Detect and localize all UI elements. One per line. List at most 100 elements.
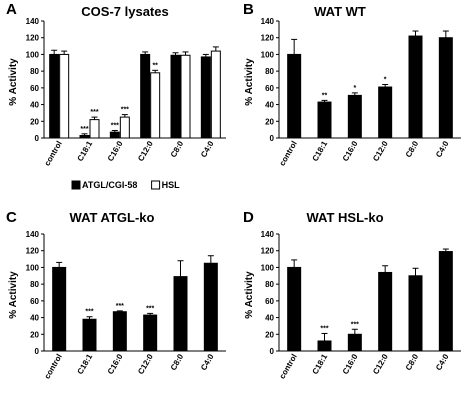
- panel-letter: C: [6, 209, 17, 226]
- y-tick-label: 100: [26, 50, 40, 59]
- category-label: C18:1: [311, 352, 330, 376]
- y-tick-label: 60: [30, 297, 39, 306]
- category-label: C8:0: [404, 139, 421, 159]
- y-tick-label: 40: [265, 101, 274, 110]
- y-tick-label: 80: [30, 280, 39, 289]
- category-label: C18:1: [76, 352, 95, 376]
- category-label: C4:0: [199, 139, 216, 159]
- category-label: C4:0: [434, 352, 451, 372]
- bar-activity: [173, 276, 188, 352]
- category-label: C4:0: [199, 352, 216, 372]
- category-label: C12:0: [136, 139, 155, 163]
- significance-label: ***: [116, 303, 124, 310]
- y-tick-label: 0: [35, 134, 40, 143]
- y-tick-label: 140: [261, 230, 275, 239]
- bar-activity: [408, 275, 423, 352]
- y-tick-label: 0: [270, 134, 275, 143]
- category-label: control: [43, 140, 64, 168]
- bar-atgl-cgi-58: [140, 53, 151, 139]
- bar-activity: [203, 262, 218, 352]
- significance-label: ***: [351, 321, 359, 328]
- bar-activity: [317, 340, 332, 352]
- y-axis-label: % Activity: [244, 58, 255, 106]
- category-label: C16:0: [341, 352, 360, 376]
- bar-activity: [112, 311, 127, 352]
- y-tick-label: 140: [261, 17, 275, 26]
- bar-hsl: [89, 119, 100, 139]
- y-tick-label: 40: [30, 314, 39, 323]
- y-tick-label: 60: [265, 84, 274, 93]
- y-tick-label: 20: [30, 330, 39, 339]
- y-tick-label: 120: [261, 247, 275, 256]
- y-axis-label: % Activity: [244, 271, 255, 319]
- y-tick-label: 20: [30, 117, 39, 126]
- y-tick-label: 120: [26, 34, 40, 43]
- bar-activity: [347, 94, 362, 139]
- bar-hsl: [210, 50, 221, 139]
- y-tick-label: 100: [261, 50, 275, 59]
- bar-activity: [317, 101, 332, 139]
- y-tick-label: 40: [265, 314, 274, 323]
- category-label: C16:0: [341, 139, 360, 163]
- significance-label: **: [152, 62, 158, 69]
- significance-label: **: [322, 92, 328, 99]
- panel-letter: D: [243, 209, 254, 226]
- category-label: C18:1: [76, 139, 95, 163]
- bar-activity: [287, 266, 302, 352]
- category-label: C18:1: [311, 139, 330, 163]
- significance-label: ***: [320, 325, 328, 332]
- bar-atgl-cgi-58: [200, 56, 211, 139]
- category-label: C8:0: [169, 139, 186, 159]
- bar-activity: [378, 86, 393, 139]
- bar-hsl: [119, 116, 130, 139]
- category-label: control: [278, 353, 299, 381]
- y-tick-label: 80: [265, 67, 274, 76]
- category-label: C8:0: [404, 352, 421, 372]
- significance-label: *: [353, 85, 356, 92]
- bar-activity: [347, 333, 362, 352]
- bar-activity: [438, 251, 453, 352]
- significance-label: ***: [146, 305, 154, 312]
- bar-activity: [82, 318, 97, 352]
- bar-atgl-cgi-58: [170, 54, 181, 139]
- legend-label: HSL: [162, 180, 181, 190]
- bar-activity: [52, 266, 67, 352]
- legend-swatch: [71, 180, 81, 190]
- y-tick-label: 20: [265, 330, 274, 339]
- significance-label: ***: [85, 309, 93, 316]
- significance-label: ***: [111, 122, 119, 129]
- legend-swatch: [151, 180, 161, 190]
- category-label: C4:0: [434, 139, 451, 159]
- y-tick-label: 100: [26, 263, 40, 272]
- category-label: control: [278, 140, 299, 168]
- significance-label: ***: [80, 126, 88, 133]
- panel-title: WAT WT: [314, 4, 366, 19]
- bar-atgl-cgi-58: [49, 53, 60, 139]
- bar-atgl-cgi-58: [79, 134, 90, 139]
- y-tick-label: 60: [30, 84, 39, 93]
- bar-activity: [378, 271, 393, 352]
- bar-activity: [408, 35, 423, 139]
- y-tick-label: 100: [261, 263, 275, 272]
- significance-label: ***: [121, 107, 129, 114]
- y-tick-label: 60: [265, 297, 274, 306]
- category-label: C8:0: [169, 352, 186, 372]
- legend-label: ATGL/CGI-58: [82, 180, 137, 190]
- significance-label: ***: [90, 109, 98, 116]
- category-label: control: [43, 353, 64, 381]
- y-tick-label: 0: [35, 347, 40, 356]
- y-tick-label: 40: [30, 101, 39, 110]
- y-tick-label: 140: [26, 230, 40, 239]
- panel-letter: A: [6, 1, 17, 18]
- y-axis-label: % Activity: [8, 58, 19, 106]
- panel-title: COS-7 lysates: [81, 4, 168, 19]
- category-label: C12:0: [136, 352, 155, 376]
- category-label: C12:0: [371, 352, 390, 376]
- category-label: C16:0: [106, 139, 125, 163]
- y-tick-label: 140: [26, 17, 40, 26]
- y-tick-label: 80: [30, 67, 39, 76]
- bar-activity: [287, 53, 302, 139]
- bar-hsl: [59, 53, 70, 139]
